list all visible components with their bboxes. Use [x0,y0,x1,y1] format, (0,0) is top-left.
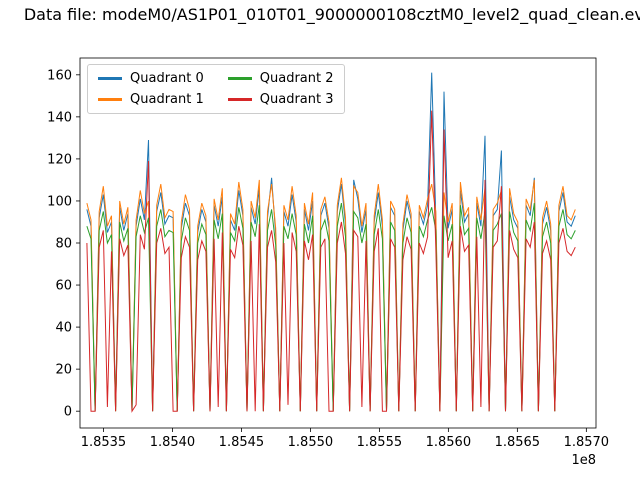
y-tick-label: 120 [47,152,72,167]
x-tick-label: 1.8565 [495,435,541,450]
legend-label-quadrant-1: Quadrant 1 [130,92,204,107]
y-tick-label: 0 [64,405,72,420]
y-tick-label: 80 [55,237,72,252]
legend: Quadrant 0 Quadrant 1 Quadrant 2 Quadran… [87,64,345,114]
legend-label-quadrant-3: Quadrant 3 [259,92,334,107]
x-tick-label: 1.8560 [426,435,472,450]
series-quadrant-2 [86,203,576,412]
legend-swatch-quadrant-0 [98,77,122,80]
y-tick-label: 140 [47,110,72,125]
x-tick-label: 1.8535 [81,435,127,450]
legend-swatch-quadrant-3 [227,98,252,101]
legend-label-quadrant-0: Quadrant 0 [130,71,204,86]
legend-item-quadrant-1: Quadrant 1 [98,92,204,107]
x-tick-label: 1.8550 [288,435,334,450]
axes-frame [79,57,597,429]
series-quadrant-3 [86,110,576,413]
legend-swatch-quadrant-2 [227,77,252,80]
x-tick-label: 1.8570 [564,435,610,450]
legend-item-quadrant-2: Quadrant 2 [227,71,334,86]
chart-title: Data file: modeM0/AS1P01_010T01_90000001… [23,5,640,24]
x-tick-label: 1.8555 [357,435,403,450]
legend-item-quadrant-3: Quadrant 3 [227,92,334,107]
y-tick-label: 100 [47,194,72,209]
y-tick-label: 20 [55,363,72,378]
y-tick-label: 40 [55,321,72,336]
legend-label-quadrant-2: Quadrant 2 [259,71,334,86]
y-tick-label: 160 [47,68,72,83]
x-tick-label: 1.8545 [219,435,265,450]
legend-swatch-quadrant-1 [98,98,122,101]
y-tick-label: 60 [55,279,72,294]
x-tick-label: 1.8540 [150,435,196,450]
x-offset-label: 1e8 [571,453,596,468]
legend-item-quadrant-0: Quadrant 0 [98,71,204,86]
